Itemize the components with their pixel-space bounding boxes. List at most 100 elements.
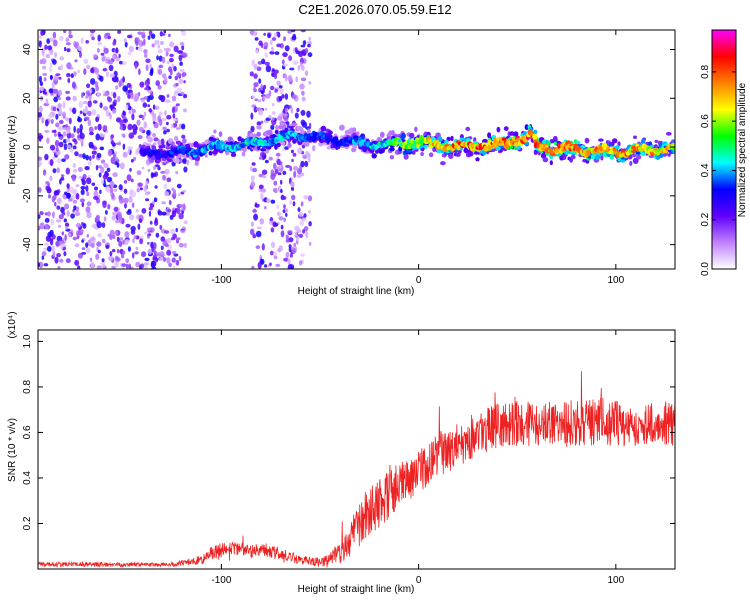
spectrogram-noise-cell <box>146 129 151 136</box>
spectrogram-noise-cell <box>253 30 258 37</box>
spectrogram-noise-cell <box>49 66 53 73</box>
spectrogram-noise-cell <box>80 37 84 44</box>
spectrogram-noise-cell <box>83 58 89 64</box>
spectrogram-ridge-cell <box>636 154 642 160</box>
spectrogram-noise-cell <box>53 96 59 103</box>
spectrogram-noise-cell <box>127 146 133 151</box>
spectrogram-noise-cell <box>38 262 41 268</box>
spectrogram-ridge-cell <box>327 130 333 135</box>
spectrogram-noise-cell <box>292 60 299 65</box>
spectrogram-ridge-cell <box>598 138 604 142</box>
spectrogram-noise-cell <box>38 135 42 142</box>
spectrogram-noise-cell <box>302 229 305 234</box>
spectrogram-ridge-cell <box>562 154 567 160</box>
spectrogram-noise-cell <box>268 156 273 161</box>
spectrogram-ridge-cell <box>414 126 418 133</box>
y-tick-label: 0.8 <box>22 380 33 394</box>
spectrogram-noise-cell <box>109 229 115 237</box>
spectrogram-noise-cell <box>110 134 115 139</box>
spectrogram-noise-cell <box>278 216 284 221</box>
spectrogram-noise-cell <box>172 113 176 119</box>
spectrogram-noise-cell <box>303 195 309 200</box>
spectrogram-noise-cell <box>253 82 259 88</box>
spectrogram-noise-cell <box>64 154 70 160</box>
spectrogram-noise-cell <box>68 107 73 111</box>
spectrogram-noise-cell <box>132 129 137 135</box>
spectrogram-noise-cell <box>72 107 77 115</box>
spectrogram-noise-cell <box>137 31 143 35</box>
spectrogram-noise-cell <box>292 94 297 100</box>
spectrogram-noise-cell <box>56 205 61 210</box>
spectrogram-noise-cell <box>254 203 260 208</box>
spectrogram-noise-cell <box>271 117 275 121</box>
spectrogram-ridge-cell <box>363 146 368 151</box>
spectrogram-noise-cell <box>100 178 104 185</box>
spectrogram-ridge-cell <box>409 138 414 145</box>
spectrogram-noise-cell <box>81 142 84 147</box>
spectrogram-noise-cell <box>68 198 73 202</box>
spectrogram-noise-cell <box>118 53 121 59</box>
spectrogram-noise-cell <box>150 33 156 39</box>
spectrogram-noise-cell <box>165 51 169 57</box>
x-tick-label: 100 <box>607 575 624 586</box>
spectrogram-noise-cell <box>276 43 282 48</box>
spectrogram-noise-cell <box>117 95 121 103</box>
spectrogram-noise-cell <box>298 211 304 217</box>
spectrogram-noise-cell <box>93 100 98 104</box>
spectrogram-noise-cell <box>269 51 275 55</box>
spectrogram-noise-cell <box>249 166 253 172</box>
spectrogram-noise-cell <box>303 213 307 218</box>
spectrogram-noise-cell <box>111 76 115 82</box>
colorbar-tick-label: 0.0 <box>700 262 711 276</box>
spectrogram-noise-cell <box>44 223 49 230</box>
spectrogram-noise-cell <box>41 251 47 257</box>
spectrogram-y-axis: -40 -20 0 20 40 <box>22 44 675 252</box>
spectrogram-noise-cell <box>105 110 110 117</box>
spectrogram-noise-cell <box>124 203 127 209</box>
spectrogram-noise-cell <box>308 36 311 42</box>
spectrogram-noise-cell <box>49 37 54 42</box>
spectrogram-ridge-cell <box>326 146 332 150</box>
spectrogram-noise-cell <box>111 249 116 253</box>
spectrogram-noise-cell <box>126 210 132 215</box>
x-tick-label: 0 <box>416 275 422 286</box>
spectrogram-noise-cell <box>135 246 139 251</box>
spectrogram-noise-cell <box>89 257 93 262</box>
spectrogram-noise-cell <box>103 216 107 222</box>
spectrogram-noise-cell <box>54 201 57 207</box>
spectrogram-noise-cell <box>128 110 132 114</box>
spectrogram-noise-cell <box>65 167 71 175</box>
spectrogram-ridge-cell <box>468 151 474 157</box>
spectrogram-noise-cell <box>256 66 262 72</box>
spectrogram-noise-cell <box>294 225 300 231</box>
spectrogram-noise-cell <box>141 99 145 103</box>
spectrogram-noise-cell <box>163 30 167 34</box>
spectrogram-noise-cell <box>38 40 42 48</box>
spectrogram-noise-cell <box>308 221 312 227</box>
spectrogram-noise-cell <box>166 114 172 120</box>
spectrogram-ridge-cell <box>371 153 377 159</box>
spectrogram-noise-cell <box>260 192 264 200</box>
spectrogram-noise-cell <box>250 181 256 188</box>
spectrogram-noise-cell <box>86 191 90 197</box>
spectrogram-noise-cell <box>66 62 72 70</box>
spectrogram-noise-cell <box>164 110 167 116</box>
spectrogram-noise-cell <box>86 234 90 238</box>
spectrogram-noise-cell <box>60 174 65 178</box>
spectrogram-noise-cell <box>80 186 86 190</box>
spectrogram-noise-cell <box>61 113 67 117</box>
spectrogram-noise-cell <box>274 51 280 55</box>
spectrogram-noise-cell <box>251 167 258 173</box>
spectrogram-noise-cell <box>180 30 185 33</box>
spectrogram-ridge-cell <box>420 152 424 156</box>
spectrogram-noise-cell <box>130 225 136 232</box>
spectrogram-ridge-cell <box>361 135 365 140</box>
spectrogram-noise-cell <box>289 67 295 71</box>
spectrogram-noise-cell <box>87 174 91 178</box>
spectrogram-noise-cell <box>75 212 81 216</box>
spectrogram-noise-cell <box>284 93 289 100</box>
spectrogram-noise-cell <box>304 160 309 167</box>
spectrogram-noise-cell <box>45 53 50 59</box>
spectrogram-noise-cell <box>157 85 162 90</box>
spectrogram-noise-cell <box>299 219 305 227</box>
